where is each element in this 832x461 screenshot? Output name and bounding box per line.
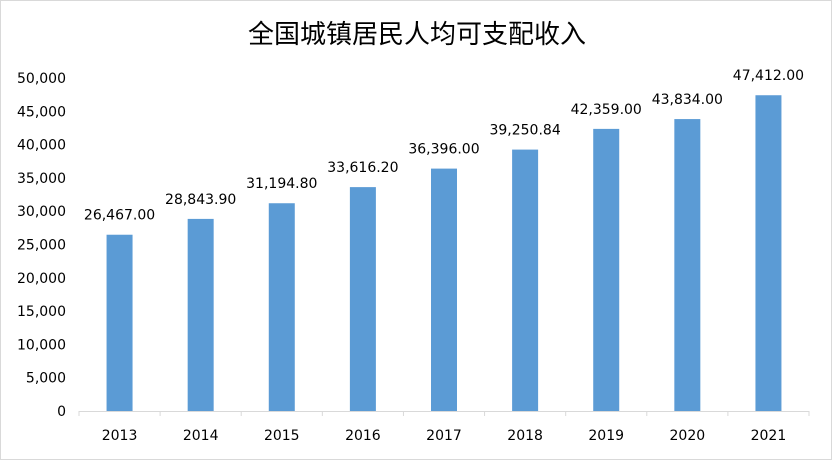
x-tick-label-2020: 2020 [670,428,706,444]
y-tick-label: 0 [57,404,66,420]
bar-2015 [268,203,295,411]
data-label-2013: 26,467.00 [84,208,155,224]
x-tick-label-2019: 2019 [588,428,624,444]
y-tick-label: 25,000 [17,238,66,254]
bar-2021 [755,95,782,411]
y-tick-label: 40,000 [17,138,66,154]
data-label-2020: 43,834.00 [652,92,723,108]
data-label-2017: 36,396.00 [408,142,479,158]
chart-title: 全国城镇居民人均可支配收入 [248,20,586,50]
x-tick-label-2013: 2013 [102,428,138,444]
x-tick-label-2014: 2014 [183,428,219,444]
y-axis: 0 5,000 10,000 15,000 20,000 25,000 30,000 35,0… [17,71,66,420]
y-tick-label: 20,000 [17,271,66,287]
bar-2020 [674,119,701,412]
y-tick-label: 50,000 [17,71,66,87]
bar-2019 [593,128,620,411]
x-tick-label-2016: 2016 [345,428,381,444]
y-tick-label: 45,000 [17,104,66,120]
x-tick-label-2021: 2021 [751,428,787,444]
data-labels: 26,467.00 28,843.90 31,194.80 33,616.20 36,3… [84,68,804,223]
y-tick-label: 15,000 [17,304,66,320]
bars [106,95,782,412]
data-label-2018: 39,250.84 [489,123,560,139]
data-label-2021: 47,412.00 [733,68,804,84]
bar-2014 [187,218,214,411]
data-label-2015: 31,194.80 [246,176,317,192]
x-axis: 2013 2014 2015 2016 2017 2018 2019 2020 2021 [78,411,810,444]
bar-2017 [431,168,457,411]
data-label-2016: 33,616.20 [327,160,398,176]
y-tick-label: 30,000 [17,204,66,220]
bar-2013 [106,234,133,411]
bar-2018 [512,149,539,411]
x-tick-label-2017: 2017 [426,428,462,444]
bar-2016 [349,187,376,411]
y-tick-label: 5,000 [26,371,66,387]
data-label-2019: 42,359.00 [571,102,642,118]
y-tick-label: 35,000 [17,171,66,187]
data-label-2014: 28,843.90 [165,192,236,208]
y-tick-label: 10,000 [17,337,66,353]
x-tick-label-2015: 2015 [264,428,300,444]
x-tick-label-2018: 2018 [507,428,543,444]
